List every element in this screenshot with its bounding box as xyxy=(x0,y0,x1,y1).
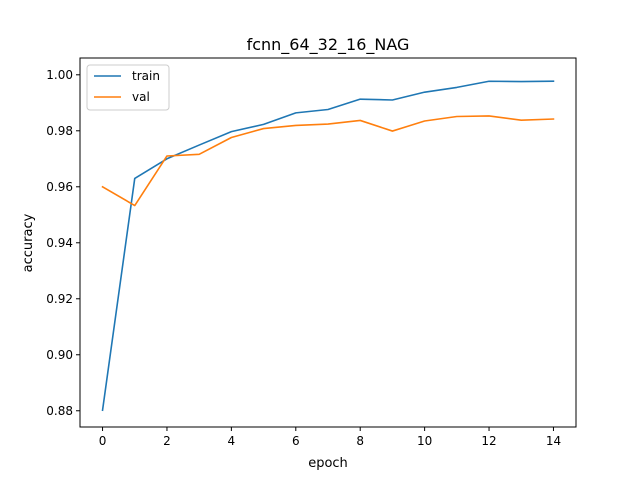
x-tick-label: 8 xyxy=(356,434,364,448)
series-line-train xyxy=(101,80,555,412)
x-tick-label: 10 xyxy=(417,434,432,448)
x-axis-label: epoch xyxy=(308,456,348,471)
y-tick-label: 0.90 xyxy=(46,348,73,362)
series-line-val xyxy=(101,115,555,207)
x-tick-label: 6 xyxy=(292,434,300,448)
x-tick-label: 4 xyxy=(228,434,236,448)
chart-title: fcnn_64_32_16_NAG xyxy=(247,35,410,55)
y-tick-label: 0.96 xyxy=(46,180,73,194)
x-tick-label: 2 xyxy=(163,434,171,448)
y-axis-label: accuracy xyxy=(21,213,36,272)
y-tick-label: 0.88 xyxy=(46,404,73,418)
legend-label-train: train xyxy=(132,69,160,83)
y-tick-label: 0.98 xyxy=(46,124,73,138)
plot-area: 0 2 4 6 8 10 12 14 0.88 0.90 0.92 0.94 0.96 0.98 1.00 t… xyxy=(46,57,577,448)
y-tick-label: 1.00 xyxy=(46,68,73,82)
x-tick-label: 14 xyxy=(546,434,561,448)
x-tick-label: 0 xyxy=(99,434,107,448)
x-tick-label: 12 xyxy=(481,434,496,448)
legend-label-val: val xyxy=(132,90,150,104)
y-tick-label: 0.92 xyxy=(46,292,73,306)
y-tick-label: 0.94 xyxy=(46,236,73,250)
